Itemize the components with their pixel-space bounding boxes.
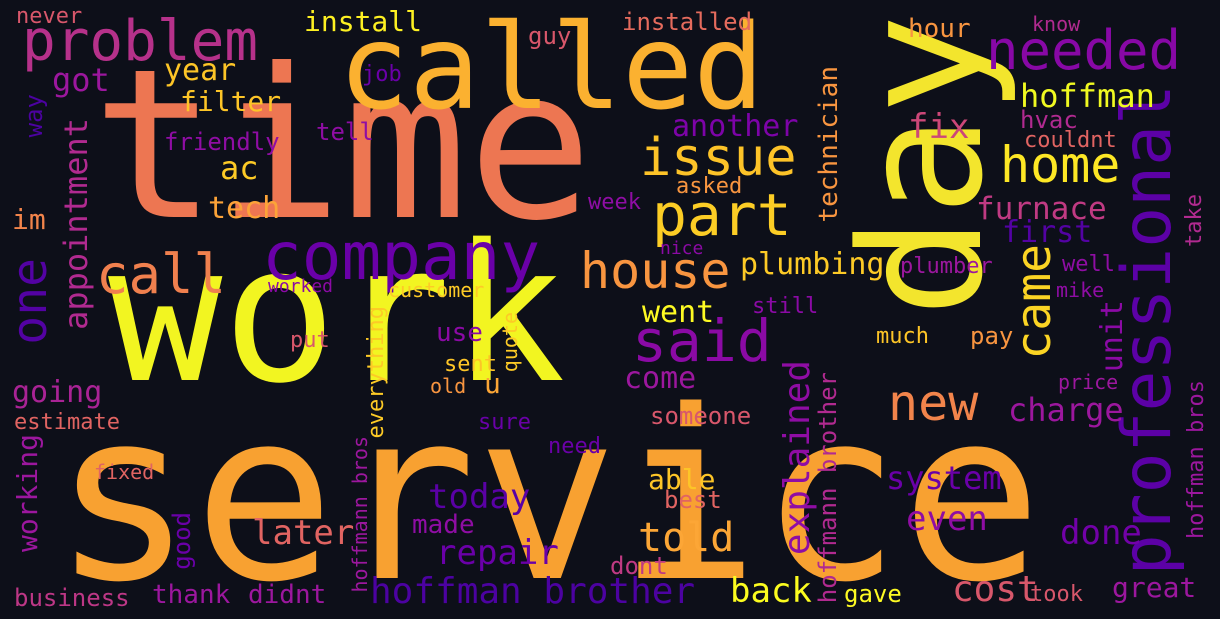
word-hoffmann-brother: hoffmann brother: [814, 372, 842, 604]
word-made: made: [412, 510, 475, 540]
word-part: part: [652, 181, 792, 249]
word-thank: thank: [152, 580, 231, 610]
word-ac: ac: [220, 149, 259, 187]
word-later: later: [252, 513, 355, 553]
word-im: im: [12, 203, 46, 236]
word-price: price: [1058, 370, 1119, 394]
word-service: service: [52, 361, 1043, 619]
word-job: job: [362, 62, 402, 87]
word-needed: needed: [986, 19, 1182, 82]
word-week: week: [588, 190, 641, 215]
word-system: system: [886, 459, 1002, 497]
word-went: went: [642, 295, 715, 330]
word-home: home: [1000, 136, 1121, 194]
word-able: able: [648, 463, 716, 496]
word-good: good: [168, 512, 196, 570]
word-business: business: [14, 584, 130, 612]
word-still: still: [752, 294, 819, 319]
word-plumber: plumber: [900, 254, 993, 279]
word-one: one: [2, 258, 58, 345]
word-best: best: [664, 486, 722, 514]
word-sent: sent: [444, 352, 497, 377]
word-said: said: [632, 307, 772, 375]
word-time: time: [92, 25, 593, 267]
word-fix: fix: [908, 107, 970, 147]
word-filter: filter: [180, 85, 282, 118]
word-working: working: [11, 434, 44, 553]
word-pay: pay: [970, 322, 1014, 350]
word-couldnt: couldnt: [1024, 128, 1117, 153]
word-didnt: didnt: [248, 580, 327, 610]
word-first: first: [1002, 215, 1093, 250]
word-cost: cost: [952, 569, 1039, 610]
word-worked: worked: [268, 276, 334, 297]
word-tech: tech: [208, 191, 281, 226]
word-hoffman: hoffman: [1020, 77, 1155, 115]
word-year: year: [164, 53, 237, 88]
word-technician: technician: [814, 66, 844, 223]
word-charge: charge: [1008, 391, 1124, 429]
word-sure: sure: [478, 410, 531, 435]
word-work: work: [108, 204, 566, 425]
word-everything: everything: [364, 306, 389, 439]
word-call: call: [96, 243, 227, 306]
word-tell: tell: [316, 118, 374, 146]
word-know: know: [1032, 12, 1081, 36]
word-much: much: [876, 324, 929, 349]
word-someone: someone: [650, 402, 752, 430]
word-done: done: [1060, 513, 1142, 553]
word-estimate: estimate: [14, 410, 120, 435]
word-called: called: [338, 0, 765, 136]
word-asked: asked: [676, 174, 743, 199]
word-u: u: [484, 367, 501, 400]
word-unit: unit: [1095, 300, 1130, 373]
word-furnace: furnace: [976, 191, 1107, 227]
word-issue: issue: [640, 128, 797, 188]
word-new: new: [888, 374, 979, 432]
word-friendly: friendly: [164, 128, 280, 156]
word-house: house: [580, 242, 731, 300]
word-company: company: [262, 218, 541, 295]
word-gave: gave: [844, 580, 902, 608]
word-repair: repair: [436, 533, 559, 573]
word-fixed: fixed: [94, 460, 155, 484]
word-old: old: [430, 374, 467, 398]
word-nice: nice: [660, 238, 704, 259]
word-quote: quote: [498, 312, 522, 373]
word-problem: problem: [22, 9, 259, 74]
word-need: need: [548, 434, 601, 459]
word-never: never: [16, 4, 83, 29]
word-install: install: [304, 5, 423, 38]
word-mike: mike: [1056, 278, 1105, 302]
word-took: took: [1030, 582, 1083, 607]
word-installed: installed: [622, 8, 753, 36]
word-even: even: [906, 499, 988, 539]
word-going: going: [12, 375, 103, 410]
word-hvac: hvac: [1020, 106, 1078, 134]
word-way: way: [20, 94, 48, 138]
word-come: come: [624, 361, 697, 396]
word-got: got: [52, 61, 110, 99]
word-told: told: [638, 515, 735, 561]
word-hour: hour: [908, 14, 971, 44]
word-appointment: appointment: [57, 118, 95, 330]
word-today: today: [428, 477, 531, 517]
word-dont: dont: [610, 552, 668, 580]
word-hoffman-brother: hoffman brother: [370, 571, 696, 612]
word-came: came: [1006, 244, 1062, 360]
word-well: well: [1062, 252, 1115, 277]
word-explained: explained: [777, 360, 818, 556]
word-hoffmann-bros: hoffmann bros: [348, 436, 372, 593]
word-back: back: [730, 571, 812, 611]
word-use: use: [436, 318, 483, 348]
word-guy: guy: [528, 22, 572, 50]
word-take: take: [1182, 194, 1207, 247]
word-another: another: [672, 109, 799, 144]
word-plumbing: plumbing: [740, 247, 885, 282]
word-hoffman-bros: hoffman bros: [1184, 380, 1209, 539]
word-customer: customer: [388, 278, 485, 302]
word-put: put: [290, 328, 330, 353]
word-great: great: [1112, 571, 1197, 604]
